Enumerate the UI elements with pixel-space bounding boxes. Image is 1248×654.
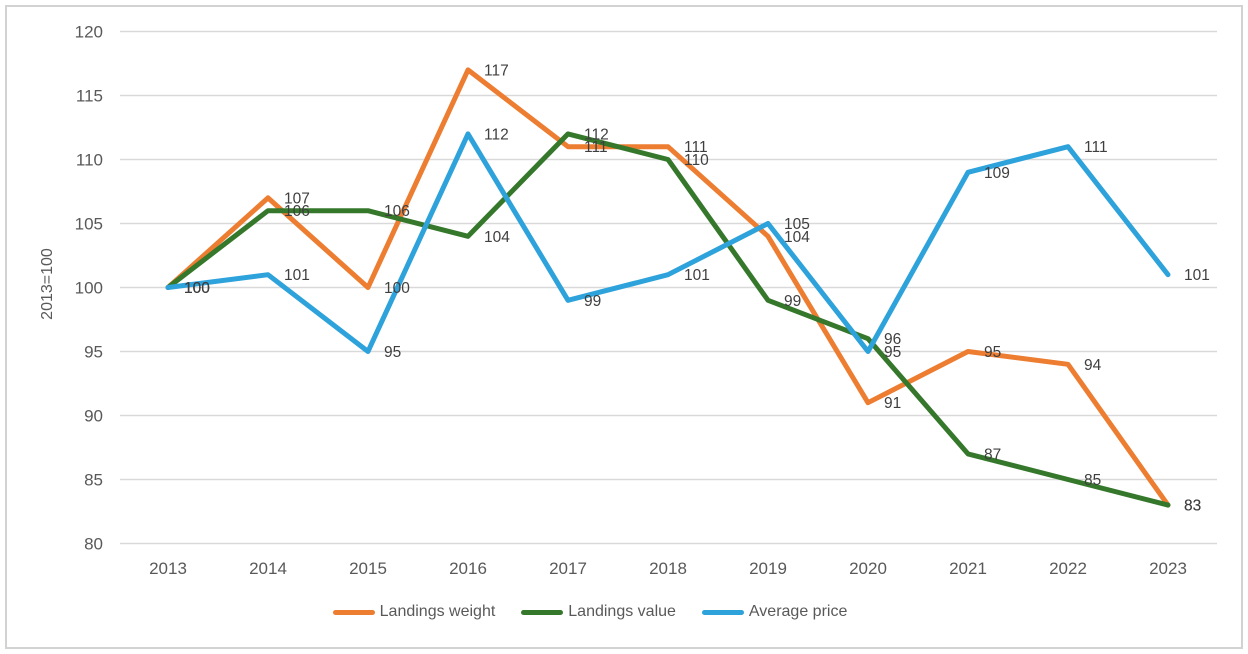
data-label: 101 (684, 267, 710, 284)
data-label: 83 (1184, 498, 1201, 515)
legend-line-swatch (521, 609, 564, 615)
chart-border (5, 5, 1243, 649)
data-label: 100 (184, 280, 210, 297)
legend-line-swatch (701, 609, 744, 615)
data-label: 91 (884, 395, 901, 412)
y-tick-label: 90 (84, 407, 103, 426)
data-label: 107 (284, 190, 310, 207)
x-tick-label: 2022 (1049, 559, 1087, 578)
data-label: 83 (1184, 498, 1201, 515)
series-line-average-price (165, 131, 1171, 354)
y-axis-title: 2013=100 (39, 248, 56, 320)
x-tick-label: 2017 (549, 559, 587, 578)
legend-item-landings-weight: Landings weight (332, 603, 496, 621)
data-label: 111 (684, 139, 708, 156)
series-line-landings-value (165, 131, 1171, 508)
data-label: 94 (1084, 357, 1102, 374)
y-tick-label: 110 (76, 151, 103, 170)
y-tick-label: 95 (84, 343, 103, 362)
x-tick-label: 2023 (1149, 559, 1187, 578)
x-tick-label: 2021 (949, 559, 987, 578)
data-label: 96 (884, 331, 901, 348)
y-tick-label: 80 (84, 535, 103, 554)
legend-label: Landings weight (379, 603, 496, 620)
x-tick-label: 2016 (449, 559, 487, 578)
legend-label: Average price (748, 603, 848, 620)
data-label: 95 (884, 344, 901, 361)
x-tick-label: 2015 (349, 559, 387, 578)
data-label: 99 (584, 293, 601, 310)
x-tick-label: 2014 (249, 559, 287, 578)
y-tick-label: 120 (75, 23, 103, 42)
data-label: 104 (484, 229, 510, 246)
data-label: 111 (584, 139, 608, 156)
data-label: 106 (384, 203, 410, 220)
data-label: 105 (784, 216, 810, 233)
data-label: 99 (784, 293, 801, 310)
data-label: 95 (984, 344, 1001, 361)
data-label: 106 (284, 203, 310, 220)
series-line-landings-weight (165, 67, 1171, 508)
legend-item-average-price: Average price (701, 603, 848, 621)
legend-line-swatch (332, 609, 375, 615)
legend-label: Landings value (568, 603, 676, 620)
data-label: 101 (1184, 267, 1210, 284)
data-label: 112 (584, 126, 609, 143)
data-label: 112 (484, 126, 509, 143)
data-label: 100 (184, 280, 210, 297)
data-label: 100 (384, 280, 410, 297)
chart-legend: Landings weight Landings value Average pri… (0, 603, 1180, 621)
data-label: 117 (484, 62, 509, 79)
x-tick-label: 2013 (149, 559, 187, 578)
data-label: 110 (684, 152, 709, 169)
data-label: 85 (1084, 472, 1101, 489)
y-tick-label: 115 (76, 87, 103, 106)
y-tick-label: 105 (75, 215, 103, 234)
data-label: 95 (384, 344, 401, 361)
x-tick-label: 2020 (849, 559, 887, 578)
data-label: 100 (184, 280, 210, 297)
data-label: 111 (1084, 139, 1108, 156)
data-label: 87 (984, 446, 1001, 463)
legend-item-landings-value: Landings value (521, 603, 676, 621)
y-tick-label: 100 (75, 279, 103, 298)
x-tick-label: 2018 (649, 559, 687, 578)
data-label: 101 (284, 267, 310, 284)
x-tick-label: 2019 (749, 559, 787, 578)
data-label: 104 (784, 229, 810, 246)
data-label: 109 (984, 165, 1010, 182)
y-tick-label: 85 (84, 471, 103, 490)
